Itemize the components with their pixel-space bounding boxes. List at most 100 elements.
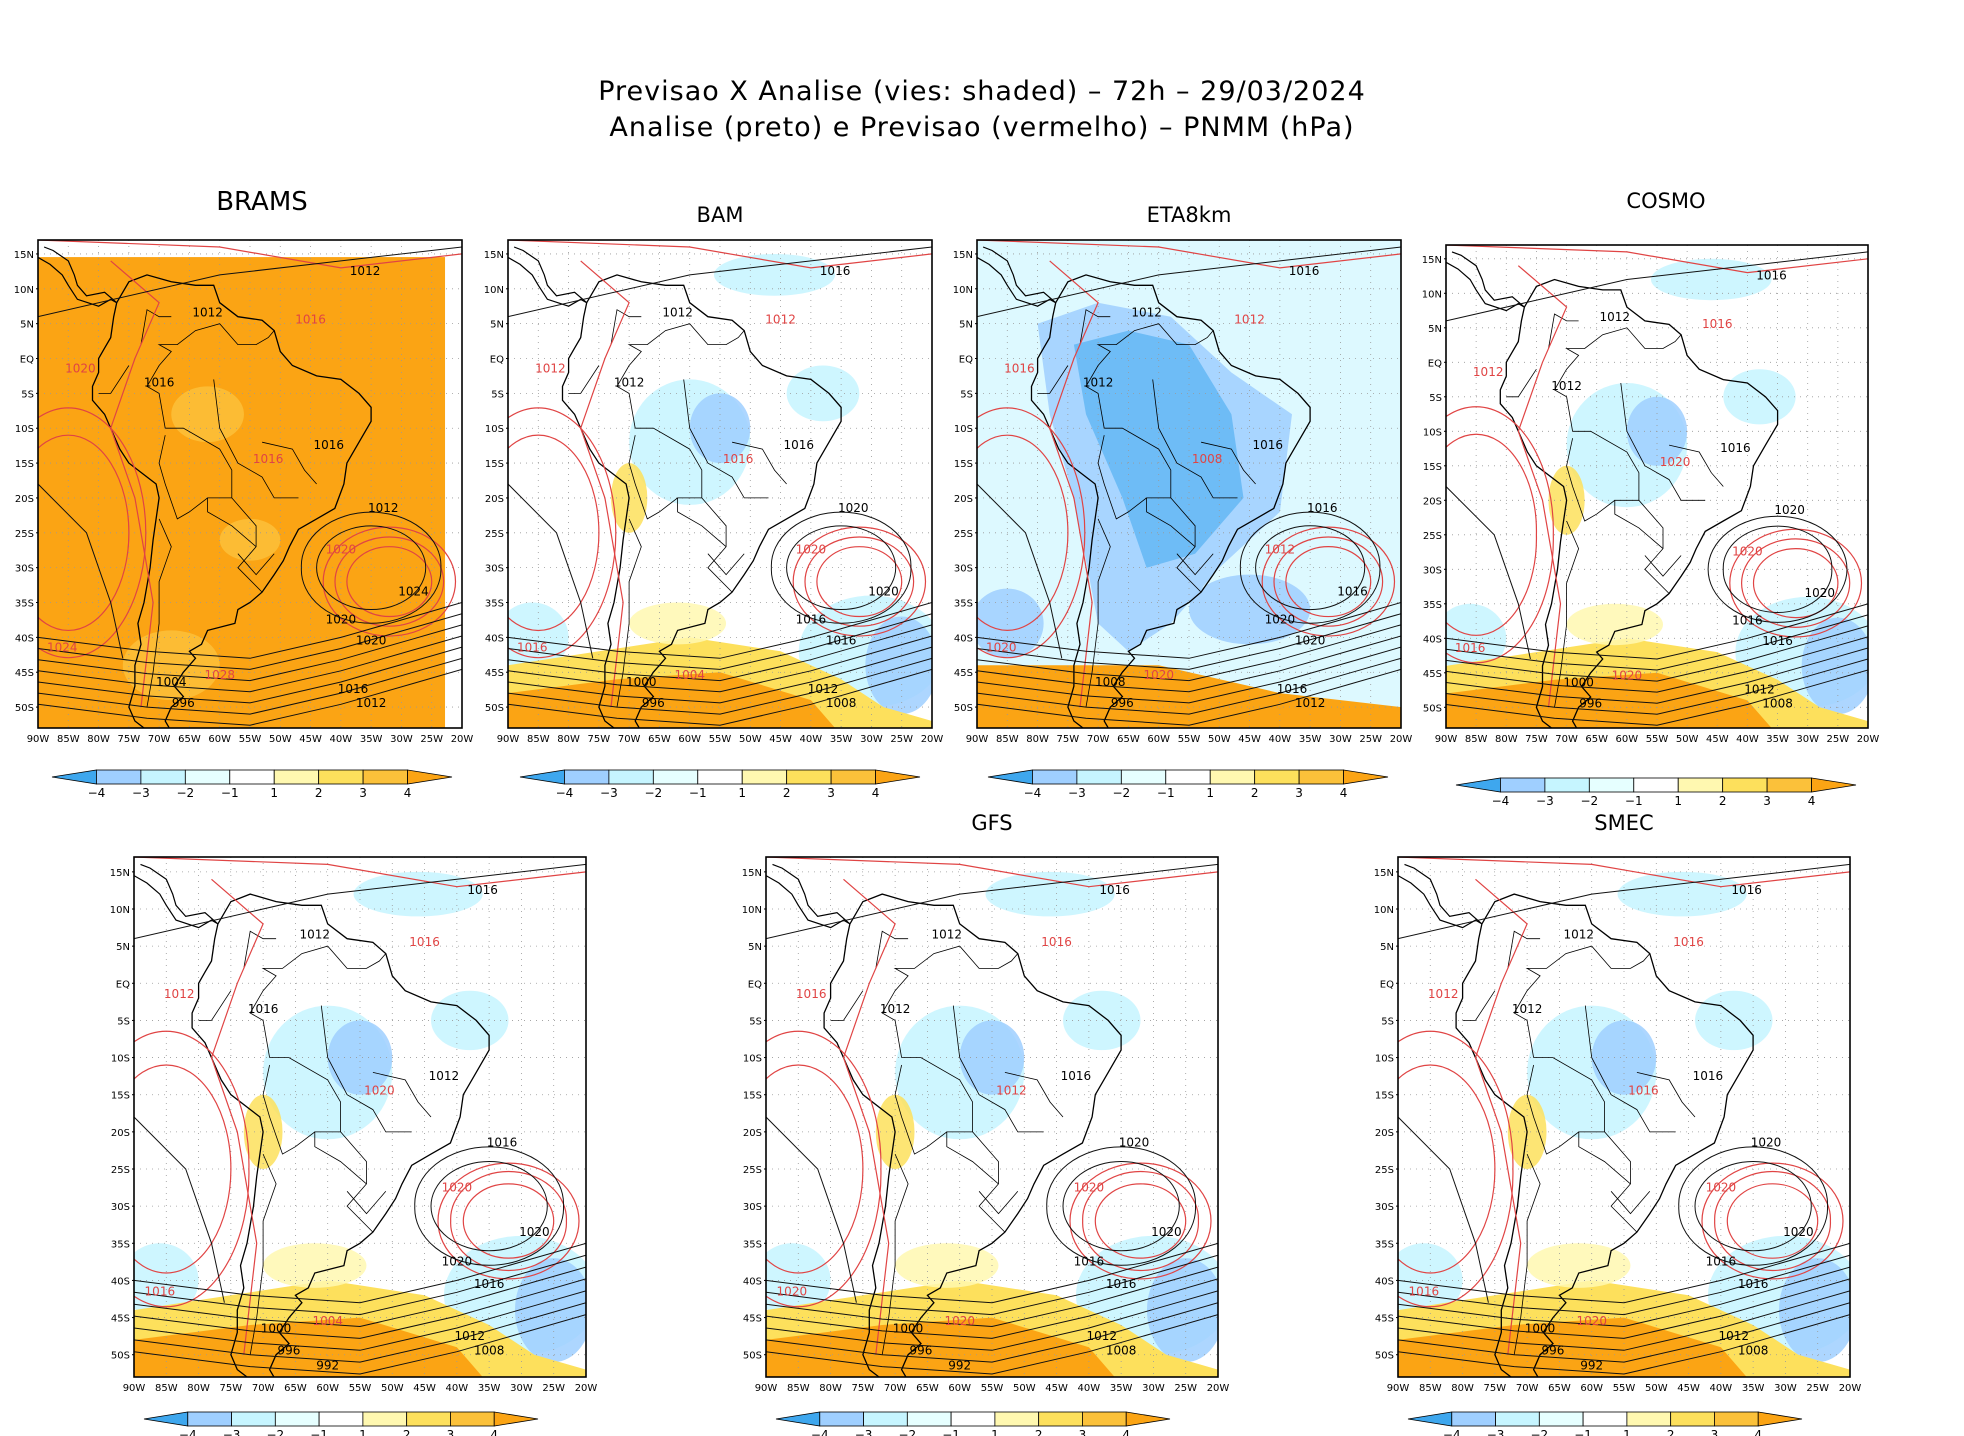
- colorbar-arrow-left: [775, 1411, 821, 1427]
- analysis-isobar: [508, 635, 932, 693]
- lon-tick-label: 70W: [884, 1383, 907, 1394]
- analysis-isobar-label: 1008: [1106, 1344, 1137, 1358]
- colorbar-arrow-left: [519, 769, 565, 785]
- analysis-isobar-label: 1016: [783, 438, 814, 452]
- analysis-isobar-label: 1016: [1706, 1255, 1737, 1269]
- country-border: [875, 930, 909, 969]
- lon-tick-label: 35W: [1299, 734, 1322, 745]
- forecast-isobar: [110, 260, 160, 708]
- colorbar-segment: [1677, 777, 1724, 793]
- lon-tick-label: 65W: [284, 1383, 307, 1394]
- colorbar-segment: [1209, 769, 1256, 785]
- analysis-isobar-label: 1020: [868, 585, 899, 599]
- lat-tick-label: 45S: [743, 1314, 762, 1325]
- colorbar-label: −3: [1487, 1428, 1505, 1436]
- lat-tick-label: 30S: [1375, 1202, 1394, 1213]
- lat-tick-label: EQ: [116, 979, 130, 990]
- lat-tick-label: 45S: [954, 668, 973, 679]
- analysis-isobar-label: 1020: [838, 501, 869, 515]
- analysis-isobar: [134, 863, 586, 940]
- country-border: [1079, 309, 1111, 345]
- colorbar-label: −2: [176, 786, 194, 800]
- bias-patch: [353, 871, 483, 917]
- forecast-isobar: [792, 526, 927, 637]
- forecast-isobar-label: 1016: [253, 452, 284, 466]
- analysis-isobar-label: 1020: [1295, 633, 1326, 647]
- lon-tick-label: 60W: [948, 1383, 971, 1394]
- analysis-isobar: [508, 602, 932, 659]
- forecast-isobar-label: 1016: [1409, 1284, 1440, 1298]
- lat-tick-label: 40S: [1423, 634, 1442, 645]
- colorbar-label: −2: [1580, 794, 1598, 808]
- colorbar-arrow-right: [875, 769, 921, 785]
- forecast-isobar-label: 1016: [517, 640, 548, 654]
- analysis-isobar: [38, 602, 462, 659]
- colorbar-segment: [1298, 769, 1344, 785]
- country-border: [1513, 1153, 1541, 1355]
- coastline-central-america: [134, 863, 219, 929]
- forecast-isobar: [766, 1030, 882, 1308]
- analysis-isobar: [977, 657, 1401, 715]
- analysis-isobar: [134, 1302, 586, 1363]
- analysis-isobar: [766, 1266, 1218, 1328]
- colorbar-arrow-left: [987, 769, 1033, 785]
- lat-tick-label: 35S: [15, 599, 34, 610]
- lat-tick-label: 5N: [490, 320, 504, 331]
- forecast-isobar-label: 1020: [796, 543, 827, 557]
- forecast-isobar-label: 1016: [1628, 1084, 1659, 1098]
- analysis-isobar: [508, 646, 932, 704]
- forecast-isobar-label: 1020: [1143, 668, 1174, 682]
- colorbar-label: 3: [359, 786, 367, 800]
- colorbar-label: −4: [179, 1428, 197, 1436]
- lat-tick-label: 15N: [1422, 255, 1442, 266]
- analysis-isobar-label: 1016: [1720, 441, 1751, 455]
- lon-tick-label: 70W: [1087, 734, 1110, 745]
- bias-patch: [327, 1020, 393, 1095]
- forecast-isobar: [1701, 1162, 1844, 1280]
- analysis-isobar-label: 1012: [808, 682, 839, 696]
- panel-smec: 1016101210121016102010161020101610121008…: [1398, 857, 1850, 1377]
- analysis-isobar: [414, 1146, 565, 1266]
- lat-tick-label: 15N: [14, 250, 34, 261]
- forecast-isobar: [1069, 1162, 1212, 1280]
- colorbar-label: −1: [689, 786, 707, 800]
- lon-tick-label: 85W: [1465, 734, 1488, 745]
- analysis-isobar: [1446, 614, 1868, 671]
- analysis-isobar-label: 1016: [1732, 614, 1763, 628]
- forecast-isobar-label: 1016: [1702, 317, 1733, 331]
- forecast-isobar-label: 1016: [723, 452, 754, 466]
- analysis-isobar: [1398, 1278, 1850, 1339]
- colorbar-label: 1: [270, 786, 278, 800]
- colorbar-segment: [1626, 1411, 1672, 1427]
- colorbar-segment: [1582, 1411, 1628, 1427]
- lon-tick-label: 55W: [1646, 734, 1669, 745]
- lat-tick-label: 10N: [953, 285, 973, 296]
- forecast-isobar: [508, 240, 932, 269]
- country-border: [901, 1116, 973, 1155]
- lon-tick-label: 50W: [269, 734, 292, 745]
- country-border: [634, 483, 702, 520]
- analysis-isobar: [1707, 515, 1848, 623]
- colorbar-label: 3: [827, 786, 835, 800]
- country-border: [1507, 930, 1541, 969]
- analysis-isobar-label: 992: [316, 1359, 339, 1373]
- forecast-isobar: [977, 407, 1086, 659]
- analysis-isobar: [300, 511, 442, 624]
- bias-patch: [263, 1243, 367, 1288]
- country-border: [1578, 1131, 1631, 1185]
- bias-patch: [1063, 990, 1141, 1051]
- analysis-isobar: [134, 1278, 586, 1339]
- analysis-isobar-label: 1016: [338, 682, 369, 696]
- lon-tick-label: 65W: [648, 734, 671, 745]
- lon-tick-label: 30W: [390, 734, 413, 745]
- analysis-isobar: [766, 1116, 857, 1303]
- colorbar-segment: [1544, 777, 1590, 793]
- forecast-isobar-label: 1020: [944, 1314, 975, 1328]
- analysis-isobar-label: 1016: [1106, 1277, 1137, 1291]
- lon-tick-label: 50W: [1013, 1383, 1036, 1394]
- coastline-central-america: [508, 246, 588, 307]
- colorbar-segment: [1714, 1411, 1759, 1427]
- analysis-isobar: [766, 1254, 1218, 1316]
- colorbar-label: −3: [600, 786, 618, 800]
- analysis-isobar: [134, 1290, 586, 1351]
